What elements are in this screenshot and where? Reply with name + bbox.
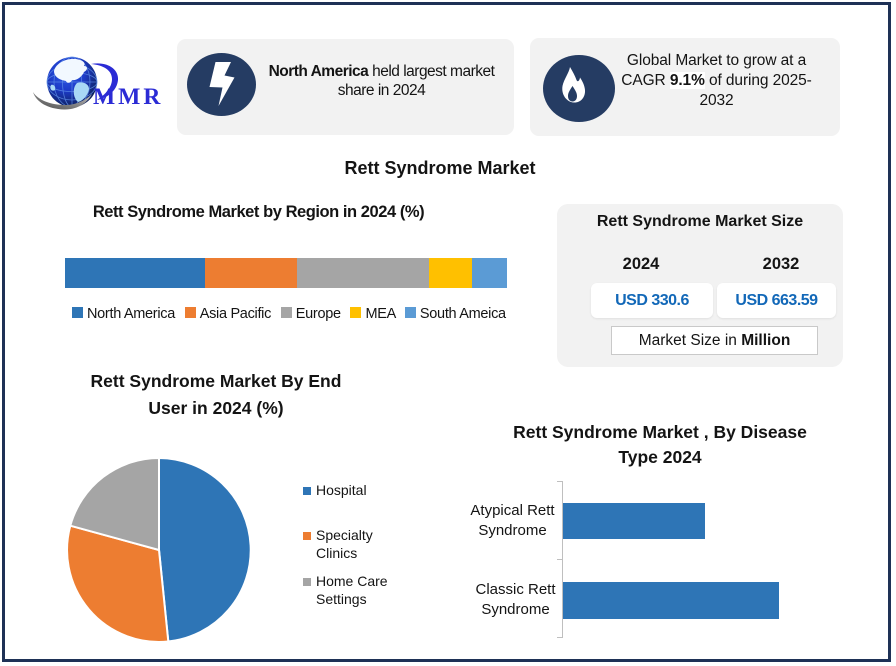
svg-text:MMR: MMR <box>93 84 163 110</box>
